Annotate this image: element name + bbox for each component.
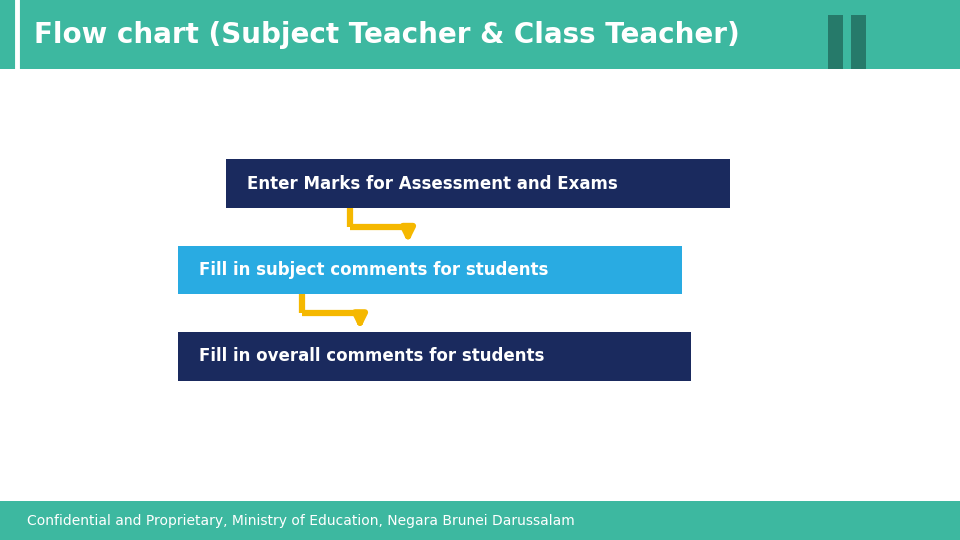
Text: Fill in subject comments for students: Fill in subject comments for students xyxy=(199,261,548,279)
Text: Confidential and Proprietary, Ministry of Education, Negara Brunei Darussalam: Confidential and Proprietary, Ministry o… xyxy=(27,514,575,528)
Bar xyxy=(851,15,866,69)
Text: Enter Marks for Assessment and Exams: Enter Marks for Assessment and Exams xyxy=(247,174,617,193)
Bar xyxy=(870,15,927,69)
Bar xyxy=(828,15,843,69)
Bar xyxy=(226,159,730,208)
Bar xyxy=(0,501,960,540)
Text: Fill in overall comments for students: Fill in overall comments for students xyxy=(199,347,544,366)
Text: Flow chart (Subject Teacher & Class Teacher): Flow chart (Subject Teacher & Class Teac… xyxy=(34,21,739,49)
Bar xyxy=(178,332,691,381)
Bar xyxy=(0,0,960,69)
Bar xyxy=(178,246,682,294)
